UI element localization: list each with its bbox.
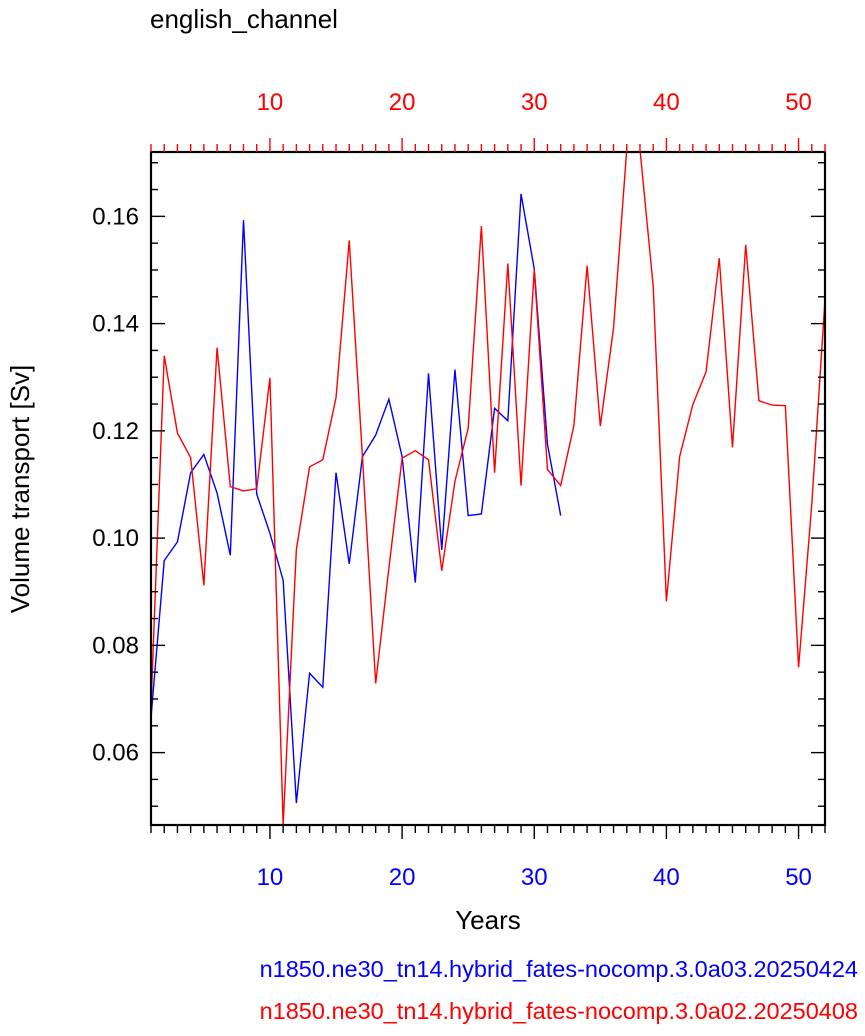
series-line-red [151, 152, 825, 825]
legend-series-blue: n1850.ne30_tn14.hybrid_fates-nocomp.3.0a… [260, 956, 858, 982]
chart-title: english_channel [150, 4, 338, 34]
x-top-tick-label: 20 [389, 89, 416, 116]
x-axis-title: Years [455, 905, 521, 935]
x-bottom-tick-label: 20 [389, 864, 416, 891]
legend: n1850.ne30_tn14.hybrid_fates-nocomp.3.0a… [260, 956, 858, 1024]
x-top-tick-label: 10 [257, 89, 284, 116]
y-tick-label: 0.12 [92, 418, 139, 445]
y-tick-label: 0.14 [92, 311, 139, 338]
x-top-tick-label: 40 [653, 89, 680, 116]
x-bottom-tick-label: 30 [521, 864, 548, 891]
y-tick-label: 0.10 [92, 525, 139, 552]
x-bottom-tick-label: 40 [653, 864, 680, 891]
y-tick-label: 0.06 [92, 740, 139, 767]
x-bottom-tick-label: 10 [257, 864, 284, 891]
y-tick-label: 0.08 [92, 632, 139, 659]
plot-area: 0.06 0.08 0.10 0.12 0.14 0.16 10 20 30 40 50 10 20 30… [92, 89, 827, 891]
y-axis-title: Volume transport [Sv] [5, 365, 35, 614]
x-top-tick-label: 50 [785, 89, 812, 116]
plot-frame [149, 150, 827, 827]
y-tick-label: 0.16 [92, 203, 139, 230]
x-bottom-tick-label: 50 [785, 864, 812, 891]
legend-series-red: n1850.ne30_tn14.hybrid_fates-nocomp.3.0a… [260, 998, 858, 1024]
series-line-blue [151, 193, 562, 804]
x-top-tick-label: 30 [521, 89, 548, 116]
